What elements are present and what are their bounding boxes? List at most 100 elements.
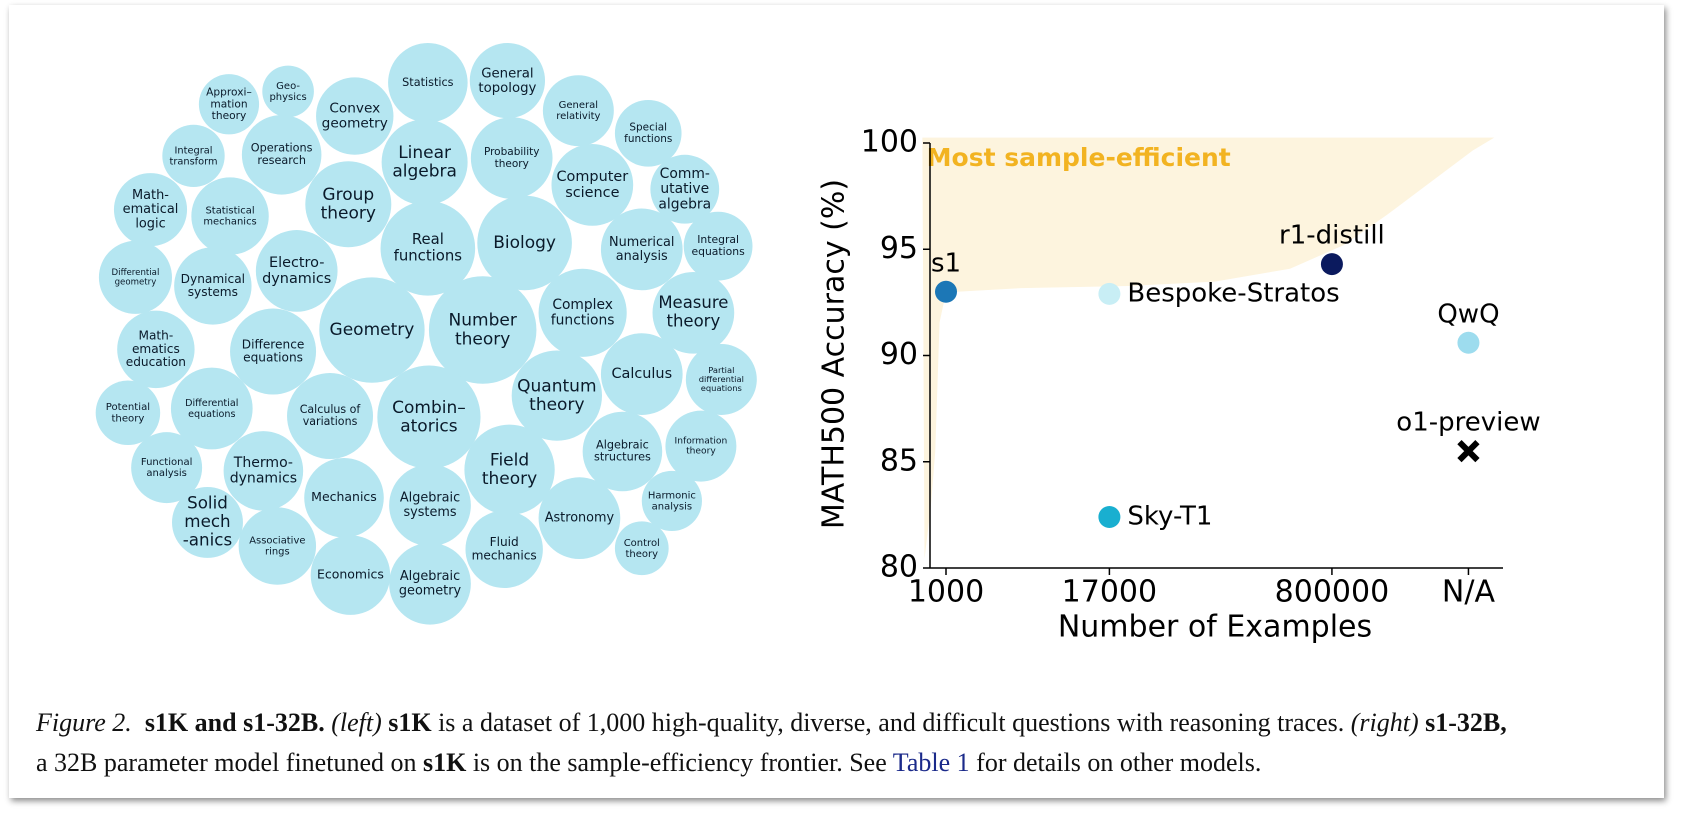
topic-label: theory: [111, 413, 144, 424]
topic-label: Real: [412, 230, 444, 248]
topic-label: Approxi–: [206, 86, 252, 99]
topic-bubble: [174, 247, 252, 325]
topic-label: Biology: [493, 233, 556, 253]
topic-bubble: [377, 365, 481, 469]
caption-bold: s1-32B,: [1425, 708, 1507, 737]
topic-label: Measure: [658, 293, 728, 312]
topic-bubble: [465, 510, 543, 589]
topic-bubble: [304, 457, 384, 538]
topic-label: functions: [394, 246, 463, 264]
topic-label: dynamics: [230, 471, 297, 487]
topic-label: Algebraic: [400, 491, 460, 506]
fig-label: Figure 2.: [36, 708, 132, 737]
topic-bubble: [464, 424, 555, 515]
topic-bubble: [191, 177, 269, 255]
topic-label: Astronomy: [545, 511, 615, 526]
topic-label: theory: [321, 204, 376, 224]
topic-label: ematics: [132, 342, 180, 356]
topic-bubble: [310, 535, 391, 615]
topic-label: theory: [686, 447, 716, 457]
point: [935, 280, 957, 303]
annotation: Most sample-efficient: [927, 143, 1231, 172]
topic-label: Control: [624, 538, 660, 549]
topic-label: analysis: [146, 468, 187, 479]
topic-label: Electro-: [269, 255, 324, 271]
topic-bubble: [650, 154, 720, 224]
table-link[interactable]: Table 1: [892, 748, 970, 777]
topic-label: analysis: [616, 249, 668, 264]
point-label: QwQ: [1437, 299, 1499, 329]
topic-label: Number: [449, 311, 517, 331]
topic-bubble: [255, 230, 338, 312]
topic-label: Information: [675, 437, 728, 447]
topic-label: Probability: [484, 146, 540, 158]
topic-label: Field: [490, 450, 529, 470]
x-tick-label: 1000: [908, 575, 984, 610]
point-label: r1-distill: [1279, 221, 1385, 251]
topic-label: Quantum: [517, 376, 596, 396]
point: [1098, 506, 1121, 528]
topic-label: Operations: [251, 142, 313, 155]
x-axis-title: Number of Examples: [1058, 610, 1372, 645]
topic-label: Linear: [398, 143, 451, 163]
topic-label: theory: [455, 329, 510, 349]
topic-label: algebra: [392, 162, 457, 182]
topic-bubble: [538, 477, 621, 559]
topic-bubble: [305, 161, 392, 248]
topic-label: Math-: [138, 329, 173, 343]
figure: Approxi–mationtheoryGeo-physicsConvexgeo…: [95, 43, 1541, 645]
topic-label: structures: [594, 451, 651, 464]
topic-label: Dynamical: [181, 272, 245, 286]
topic-label: Geo-: [276, 81, 300, 92]
topic-label: Algebraic: [596, 438, 649, 451]
topic-label: Calculus: [611, 366, 672, 382]
topic-label: Numerical: [609, 235, 674, 250]
topic-label: Math-: [132, 188, 169, 203]
topic-label: education: [126, 355, 186, 369]
topic-label: theory: [625, 549, 658, 560]
topic-label: differential: [699, 374, 744, 384]
topic-bubble: [469, 43, 546, 119]
topic-label: Potential: [106, 402, 150, 413]
topic-label: Associative: [249, 536, 305, 547]
topic-bubble: [223, 431, 304, 511]
caption-text: a 32B parameter model finetuned on: [36, 748, 417, 777]
caption-bold: s1K and s1-32B.: [144, 708, 325, 737]
y-tick-label: 80: [880, 550, 918, 585]
topic-label: geometry: [322, 116, 388, 132]
topic-label: Algebraic: [400, 569, 460, 584]
topic-bubble: [683, 211, 753, 281]
topic-label: Harmonic: [648, 490, 696, 501]
topic-bubble: [614, 99, 682, 167]
topic-label: logic: [135, 216, 165, 231]
y-tick-label: 100: [861, 125, 918, 160]
topic-label: Mechanics: [311, 489, 377, 504]
topic-label: Difference: [242, 337, 305, 351]
topic-label: Economics: [317, 567, 384, 582]
point: [1320, 253, 1343, 276]
topic-bubble: [389, 542, 471, 625]
topic-bubble: [428, 276, 537, 384]
topic-label: theory: [529, 395, 584, 415]
y-axis-title: MATH500 Accuracy (%): [817, 179, 852, 529]
topic-bubble: [162, 124, 225, 188]
topic-label: Differential: [112, 268, 160, 278]
topic-bubble: [600, 333, 683, 415]
topic-bubble: [262, 65, 314, 118]
topic-label: geometry: [115, 278, 157, 288]
caption-text: is on the sample-efficiency frontier. Se…: [472, 748, 887, 777]
frontier-region: [922, 137, 1495, 559]
point-label: s1: [931, 248, 961, 278]
topic-label: Complex: [552, 297, 613, 313]
topic-bubble: [582, 411, 663, 492]
topic-label: theory: [495, 158, 529, 170]
topic-bubble: [117, 310, 195, 389]
topic-label: theory: [212, 109, 247, 122]
topic-bubble: [511, 350, 602, 441]
topic-bubble: [319, 277, 425, 383]
topic-label: Statistical: [205, 206, 254, 217]
topic-bubble: [172, 486, 243, 558]
topic-label: Calculus of: [300, 403, 362, 416]
topic-label: dynamics: [262, 271, 331, 287]
topic-label: General: [559, 100, 598, 111]
